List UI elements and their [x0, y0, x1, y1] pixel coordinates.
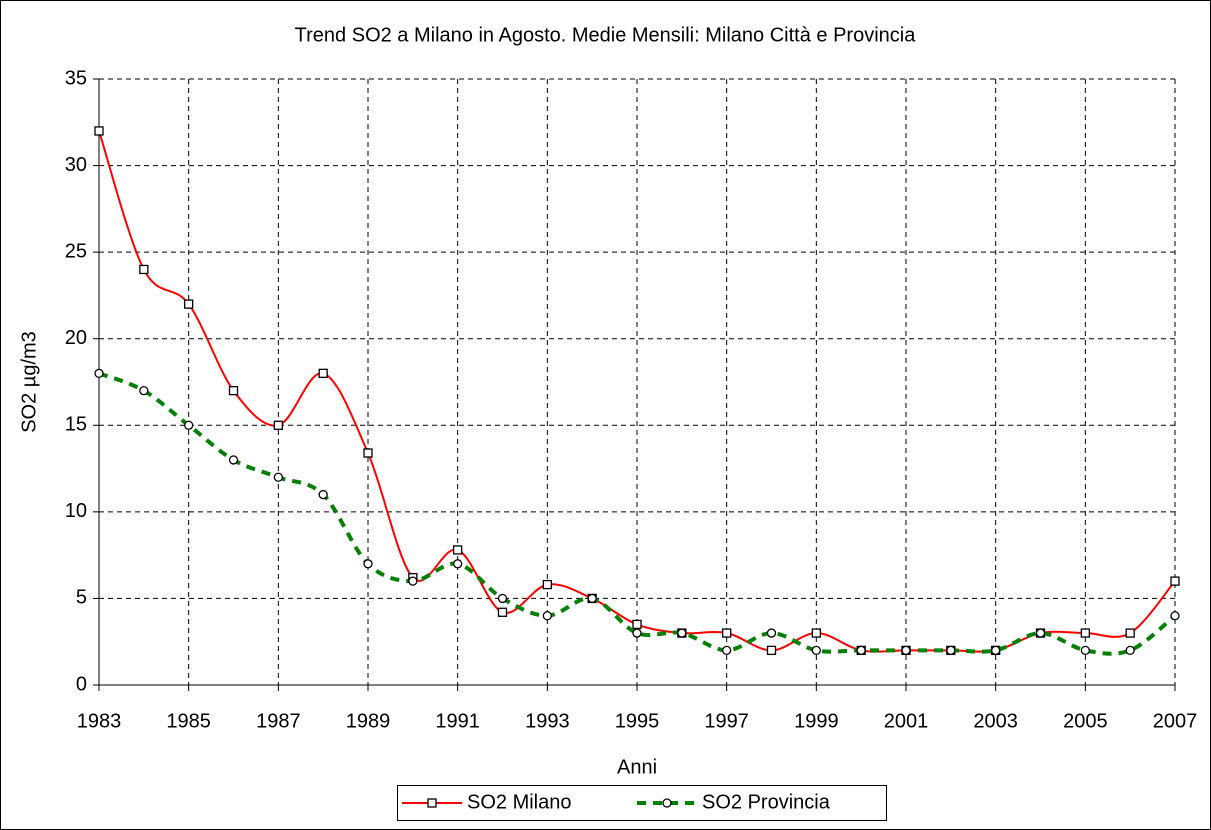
marker	[1170, 611, 1180, 621]
y-tick-label: 30	[65, 154, 87, 176]
marker	[228, 455, 239, 465]
chart-title: Trend SO2 a Milano in Agosto. Medie Mens…	[295, 24, 917, 46]
marker	[587, 593, 597, 604]
marker	[901, 645, 911, 656]
marker	[363, 448, 373, 458]
marker	[677, 628, 687, 638]
x-tick-label: 2003	[973, 710, 1018, 732]
x-tick-label: 1983	[77, 710, 122, 732]
x-tick-label: 1987	[256, 710, 301, 732]
x-tick-label: 1995	[615, 710, 660, 732]
marker	[766, 645, 777, 656]
marker	[497, 607, 508, 617]
marker	[632, 628, 642, 638]
y-tick-label: 15	[65, 414, 87, 436]
marker	[542, 579, 552, 590]
marker	[1170, 576, 1180, 586]
marker	[318, 489, 328, 500]
y-axis-label: SO2 µg/m3	[18, 331, 40, 433]
x-tick-label: 1985	[166, 710, 211, 732]
y-tick-label: 0	[76, 673, 87, 695]
x-tick-label: 2007	[1153, 710, 1198, 732]
marker	[1125, 645, 1135, 656]
marker	[184, 299, 194, 309]
marker	[453, 545, 463, 555]
x-axis-label: Anni	[617, 756, 657, 778]
x-tick-label: 2005	[1063, 710, 1108, 732]
marker	[1080, 628, 1090, 638]
marker	[856, 645, 866, 656]
x-tick-label: 1993	[525, 710, 570, 732]
y-tick-label: 35	[65, 67, 87, 89]
marker	[632, 619, 642, 630]
marker	[318, 368, 328, 378]
marker	[94, 368, 104, 378]
marker	[139, 264, 149, 275]
marker	[1035, 628, 1046, 638]
x-tick-label: 1989	[346, 710, 391, 732]
marker	[408, 576, 418, 586]
marker	[139, 386, 149, 396]
y-tick-label: 10	[65, 500, 87, 522]
marker	[722, 628, 732, 638]
marker	[1080, 645, 1090, 656]
marker	[453, 559, 463, 569]
marker	[811, 628, 821, 638]
y-tick-label: 5	[76, 587, 87, 609]
marker	[946, 645, 956, 656]
x-tick-label: 1991	[435, 710, 480, 732]
marker	[94, 126, 104, 136]
legend-marker	[427, 798, 437, 808]
marker	[184, 420, 194, 430]
y-tick-label: 25	[65, 240, 87, 262]
legend-label: SO2 Milano	[467, 791, 572, 813]
marker	[766, 628, 777, 638]
y-tick-label: 20	[65, 327, 87, 349]
marker	[722, 645, 732, 656]
x-tick-label: 1999	[794, 710, 839, 732]
marker	[497, 593, 508, 604]
marker	[811, 645, 821, 656]
marker	[542, 611, 552, 621]
marker	[228, 386, 239, 396]
marker	[273, 420, 283, 430]
legend-marker	[662, 798, 672, 808]
legend-label: SO2 Provincia	[702, 791, 831, 813]
x-tick-label: 1997	[704, 710, 749, 732]
marker	[363, 559, 373, 569]
marker	[273, 472, 283, 482]
marker	[1125, 628, 1135, 638]
marker	[991, 645, 1001, 656]
x-tick-label: 2001	[884, 710, 929, 732]
